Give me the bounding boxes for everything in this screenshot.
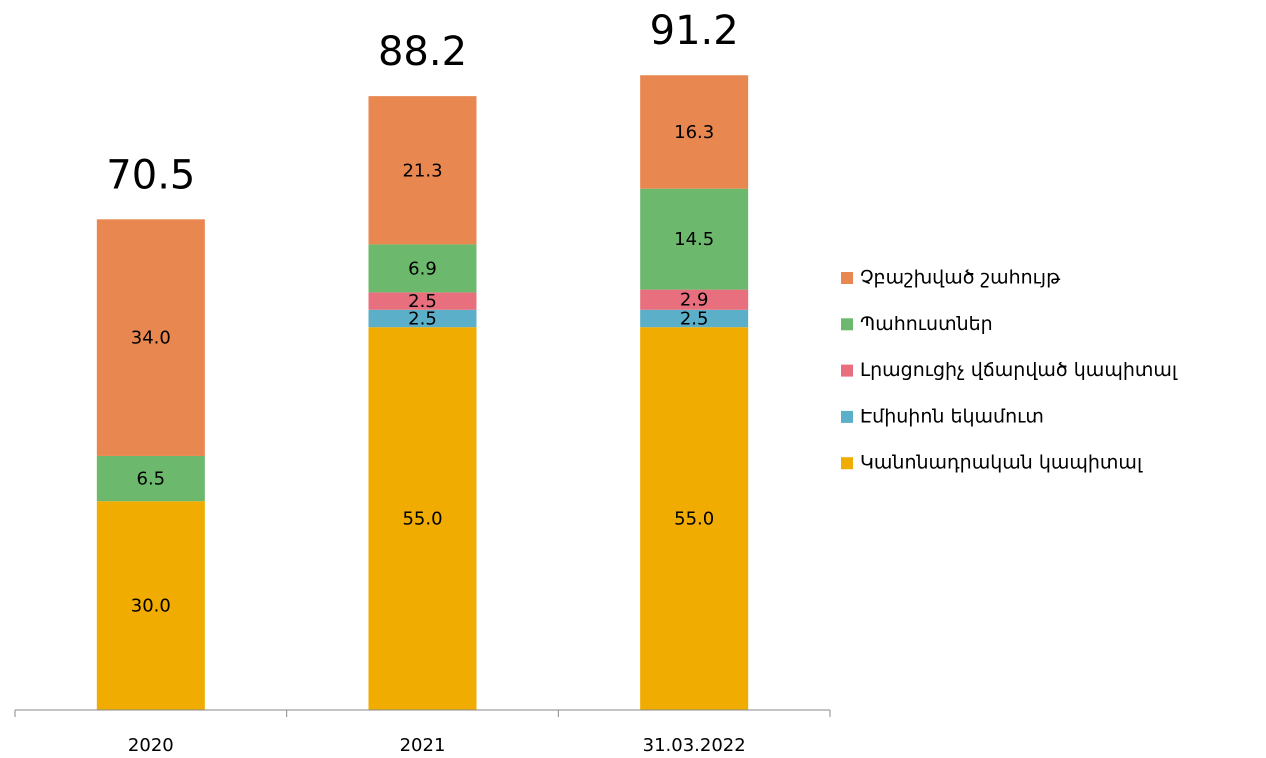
data-label: 6.5 [137, 469, 166, 490]
data-label: 55.0 [402, 509, 442, 530]
data-label: 16.3 [674, 122, 714, 143]
total-label: 70.5 [106, 152, 195, 198]
bar-segment [640, 75, 749, 189]
total-label: 91.2 [650, 8, 739, 54]
bar-segment [368, 292, 477, 310]
legend-swatch [841, 272, 853, 284]
bar-segment [368, 309, 477, 328]
data-label: 2.5 [408, 291, 437, 312]
bar-segment [368, 244, 477, 293]
data-label: 55.0 [674, 509, 714, 530]
data-label: 2.9 [680, 290, 709, 311]
data-label: 30.0 [131, 596, 171, 617]
x-tick-label: 31.03.2022 [643, 735, 746, 756]
bar-segment [640, 289, 749, 310]
legend-label: Լրացուցիչ վճարված կապիտալ [860, 359, 1178, 381]
legend-swatch [841, 410, 853, 423]
legend-label: Չբաշխված շահույթ [860, 267, 1061, 289]
data-label: 21.3 [402, 160, 442, 181]
data-label: 2.5 [408, 309, 437, 330]
bar-segment [640, 188, 749, 290]
bar-segment [640, 327, 749, 710]
legend-label: Կանոնադրական կապիտալ [860, 452, 1143, 474]
data-label: 14.5 [674, 229, 714, 250]
bar-segment [96, 455, 205, 502]
total-label: 88.2 [378, 29, 467, 75]
legend-swatch [841, 318, 853, 331]
legend-swatch [841, 364, 853, 377]
x-tick-label: 2021 [400, 735, 446, 756]
x-tick-label: 2020 [128, 735, 174, 756]
bar-segment [96, 501, 205, 710]
bar-segment [640, 309, 749, 328]
bar-segment [368, 96, 477, 245]
data-label: 2.5 [680, 309, 709, 330]
legend-label: Պահուստներ [860, 313, 993, 335]
bar-segment [368, 327, 477, 710]
data-label: 6.9 [408, 258, 437, 279]
legend-swatch [841, 457, 853, 470]
legend-label: Էմիսիոն եկամուտ [860, 405, 1044, 427]
data-label: 34.0 [131, 328, 171, 349]
bar-segment [96, 219, 205, 456]
